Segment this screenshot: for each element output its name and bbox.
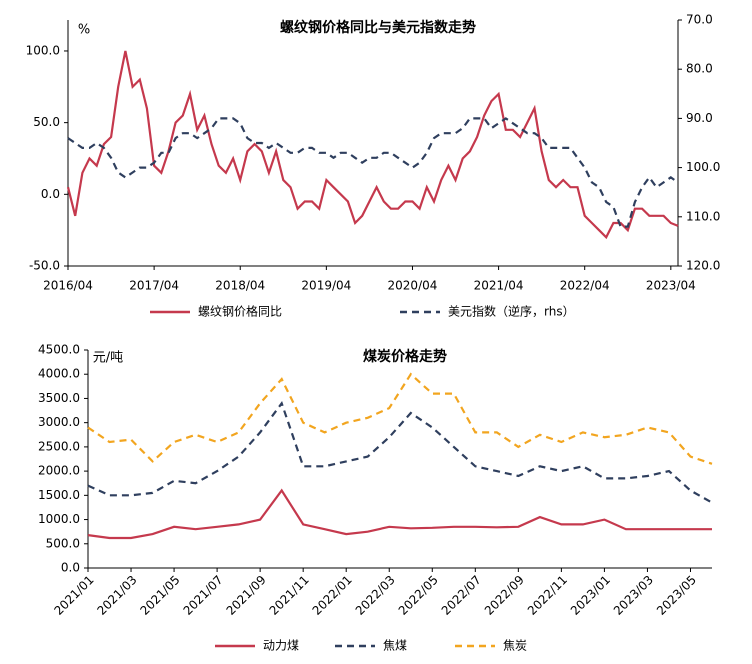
x-tick-label: 2019/04 bbox=[301, 279, 351, 293]
y-tick-label: -50.0 bbox=[29, 259, 60, 273]
y2-tick-label: 110.0 bbox=[686, 209, 720, 223]
y2-tick-label: 80.0 bbox=[686, 62, 713, 76]
y-tick-label: 100.0 bbox=[26, 43, 60, 57]
y2-tick-label: 70.0 bbox=[686, 13, 713, 27]
y-tick-label: 1500.0 bbox=[38, 488, 80, 502]
x-tick-label: 2021/07 bbox=[181, 573, 226, 618]
series-line bbox=[87, 488, 712, 540]
x-tick-label: 2022/04 bbox=[560, 279, 610, 293]
x-tick-label: 2021/09 bbox=[224, 573, 269, 618]
series-line bbox=[67, 117, 679, 228]
y-unit: % bbox=[78, 23, 90, 38]
y-tick-label: 0.0 bbox=[61, 561, 80, 575]
x-tick-label: 2021/01 bbox=[51, 573, 96, 618]
x-tick-label: 2016/04 bbox=[43, 279, 93, 293]
x-tick-label: 2018/04 bbox=[215, 279, 265, 293]
y-tick-label: 3000.0 bbox=[38, 415, 80, 429]
legend-label: 焦炭 bbox=[503, 639, 527, 653]
x-tick-label: 2021/05 bbox=[138, 573, 183, 618]
y-tick-label: 50.0 bbox=[33, 115, 60, 129]
x-tick-label: 2021/03 bbox=[94, 573, 139, 618]
y-tick-label: 4000.0 bbox=[38, 367, 80, 381]
x-tick-label: 2023/05 bbox=[654, 573, 699, 618]
x-tick-label: 2023/01 bbox=[568, 573, 613, 618]
y2-tick-label: 90.0 bbox=[686, 111, 713, 125]
legend-label: 螺纹钢价格同比 bbox=[198, 304, 282, 319]
x-tick-label: 2022/07 bbox=[439, 573, 484, 618]
y-tick-label: 500.0 bbox=[46, 536, 80, 550]
x-tick-label: 2022/09 bbox=[482, 573, 527, 618]
x-tick-label: 2022/01 bbox=[310, 573, 355, 618]
legend-label: 焦煤 bbox=[383, 639, 407, 653]
x-tick-label: 2022/05 bbox=[396, 573, 441, 618]
series-line bbox=[87, 372, 713, 465]
x-tick-label: 2020/04 bbox=[388, 279, 438, 293]
x-tick-label: 2021/11 bbox=[267, 573, 312, 618]
series-line bbox=[87, 400, 713, 504]
chart-title: 螺纹钢价格同比与美元指数走势 bbox=[280, 19, 476, 36]
y-tick-label: 1000.0 bbox=[38, 512, 80, 526]
legend-label: 美元指数（逆序，rhs） bbox=[448, 304, 575, 319]
y-unit: 元/吨 bbox=[93, 351, 123, 366]
y-tick-label: 2500.0 bbox=[38, 439, 80, 453]
x-tick-label: 2017/04 bbox=[129, 279, 179, 293]
series-line bbox=[66, 50, 679, 240]
y2-tick-label: 100.0 bbox=[686, 160, 720, 174]
y2-tick-label: 120.0 bbox=[686, 259, 720, 273]
legend-label: 动力煤 bbox=[263, 639, 299, 653]
y-tick-label: 3500.0 bbox=[38, 391, 80, 405]
x-tick-label: 2022/11 bbox=[525, 573, 570, 618]
chart-title: 煤炭价格走势 bbox=[363, 348, 447, 365]
x-tick-label: 2023/04 bbox=[646, 279, 696, 293]
x-tick-label: 2021/04 bbox=[474, 279, 524, 293]
x-tick-label: 2023/03 bbox=[611, 573, 656, 618]
y-tick-label: 2000.0 bbox=[38, 464, 80, 478]
y-tick-label: 0.0 bbox=[41, 187, 60, 201]
x-tick-label: 2022/03 bbox=[353, 573, 398, 618]
y-tick-label: 4500.0 bbox=[38, 343, 80, 357]
